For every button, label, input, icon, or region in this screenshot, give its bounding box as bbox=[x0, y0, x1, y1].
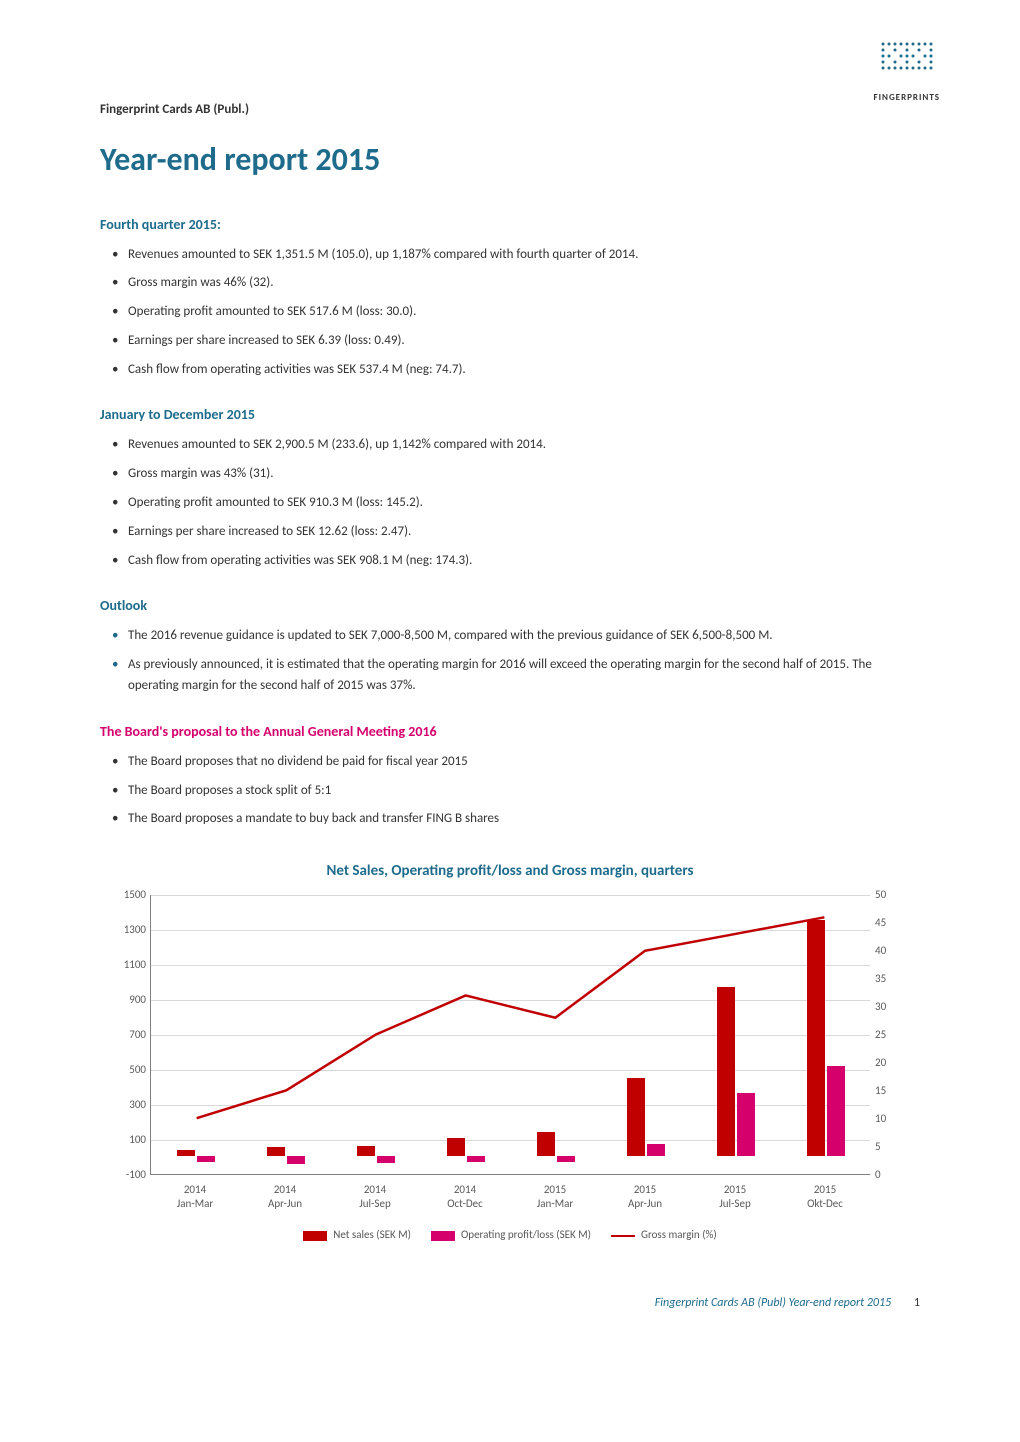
page-number: 1 bbox=[914, 1296, 920, 1310]
q4-heading: Fourth quarter 2015: bbox=[100, 214, 920, 235]
list-item: Cash flow from operating activities was … bbox=[100, 551, 920, 572]
net-sales-bar bbox=[537, 1132, 555, 1157]
chart-container: Net Sales, Operating profit/loss and Gro… bbox=[100, 860, 920, 1244]
footer-text: Fingerprint Cards AB (Publ) Year-end rep… bbox=[655, 1296, 891, 1310]
list-item: The Board proposes a stock split of 5:1 bbox=[100, 781, 920, 802]
chart-area: -100100300500700900110013001500051015202… bbox=[150, 895, 870, 1175]
y-axis-right-tick: 5 bbox=[875, 1139, 900, 1156]
company-logo: FINGERPRINTS bbox=[873, 40, 940, 104]
net-sales-bar bbox=[357, 1146, 375, 1157]
page-title: Year-end report 2015 bbox=[100, 136, 920, 184]
y-axis-right-tick: 10 bbox=[875, 1111, 900, 1128]
legend-item-net-sales: Net sales (SEK M) bbox=[303, 1227, 411, 1244]
page-footer: Fingerprint Cards AB (Publ) Year-end rep… bbox=[100, 1294, 920, 1312]
x-axis-tick: 2014Apr-Jun bbox=[240, 1183, 330, 1212]
legend-swatch bbox=[431, 1231, 455, 1241]
chart-legend: Net sales (SEK M) Operating profit/loss … bbox=[100, 1227, 920, 1244]
legend-line bbox=[611, 1235, 635, 1237]
y-axis-left-tick: 300 bbox=[111, 1097, 146, 1114]
y-axis-right-tick: 50 bbox=[875, 887, 900, 904]
company-name: Fingerprint Cards AB (Publ.) bbox=[100, 100, 920, 120]
y-axis-right-tick: 35 bbox=[875, 971, 900, 988]
list-item: As previously announced, it is estimated… bbox=[100, 655, 920, 697]
y-axis-left-tick: 900 bbox=[111, 992, 146, 1009]
operating-profit-bar bbox=[377, 1156, 395, 1163]
net-sales-bar bbox=[267, 1147, 285, 1157]
outlook-heading: Outlook bbox=[100, 595, 920, 616]
fy-list: Revenues amounted to SEK 2,900.5 M (233.… bbox=[100, 435, 920, 571]
x-axis-tick: 2014Oct-Dec bbox=[420, 1183, 510, 1212]
q4-list: Revenues amounted to SEK 1,351.5 M (105.… bbox=[100, 245, 920, 381]
net-sales-bar bbox=[447, 1138, 465, 1156]
y-axis-left-tick: 1500 bbox=[111, 887, 146, 904]
list-item: The Board proposes that no dividend be p… bbox=[100, 752, 920, 773]
proposal-list: The Board proposes that no dividend be p… bbox=[100, 752, 920, 830]
chart-title: Net Sales, Operating profit/loss and Gro… bbox=[100, 860, 920, 883]
x-axis-tick: 2014Jul-Sep bbox=[330, 1183, 420, 1212]
list-item: The Board proposes a mandate to buy back… bbox=[100, 809, 920, 830]
y-axis-right-tick: 40 bbox=[875, 943, 900, 960]
operating-profit-bar bbox=[827, 1066, 845, 1157]
net-sales-bar bbox=[177, 1150, 195, 1156]
x-axis-tick: 2014Jan-Mar bbox=[150, 1183, 240, 1212]
y-axis-right-tick: 0 bbox=[875, 1167, 900, 1184]
y-axis-left-tick: 500 bbox=[111, 1062, 146, 1079]
outlook-list: The 2016 revenue guidance is updated to … bbox=[100, 626, 920, 696]
net-sales-bar bbox=[717, 987, 735, 1156]
y-axis-right-tick: 45 bbox=[875, 915, 900, 932]
list-item: Gross margin was 43% (31). bbox=[100, 464, 920, 485]
list-item: Operating profit amounted to SEK 910.3 M… bbox=[100, 493, 920, 514]
legend-swatch bbox=[303, 1231, 327, 1241]
y-axis-right-tick: 25 bbox=[875, 1027, 900, 1044]
x-axis-tick: 2015Apr-Jun bbox=[600, 1183, 690, 1212]
y-axis-right-tick: 15 bbox=[875, 1083, 900, 1100]
operating-profit-bar bbox=[197, 1156, 215, 1162]
operating-profit-bar bbox=[647, 1144, 665, 1156]
list-item: Earnings per share increased to SEK 6.39… bbox=[100, 331, 920, 352]
proposal-heading: The Board's proposal to the Annual Gener… bbox=[100, 721, 920, 742]
list-item: Earnings per share increased to SEK 12.6… bbox=[100, 522, 920, 543]
x-axis-tick: 2015Okt-Dec bbox=[780, 1183, 870, 1212]
y-axis-right-tick: 30 bbox=[875, 999, 900, 1016]
x-axis-tick: 2015Jan-Mar bbox=[510, 1183, 600, 1212]
list-item: The 2016 revenue guidance is updated to … bbox=[100, 626, 920, 647]
y-axis-right-tick: 20 bbox=[875, 1055, 900, 1072]
list-item: Cash flow from operating activities was … bbox=[100, 360, 920, 381]
operating-profit-bar bbox=[287, 1156, 305, 1164]
list-item: Revenues amounted to SEK 2,900.5 M (233.… bbox=[100, 435, 920, 456]
logo-text: FINGERPRINTS bbox=[873, 91, 940, 105]
y-axis-left-tick: 1300 bbox=[111, 922, 146, 939]
list-item: Revenues amounted to SEK 1,351.5 M (105.… bbox=[100, 245, 920, 266]
net-sales-bar bbox=[807, 920, 825, 1157]
legend-item-gross-margin: Gross margin (%) bbox=[611, 1227, 717, 1244]
list-item: Gross margin was 46% (32). bbox=[100, 273, 920, 294]
y-axis-left-tick: -100 bbox=[111, 1167, 146, 1184]
legend-item-operating-profit: Operating profit/loss (SEK M) bbox=[431, 1227, 591, 1244]
chart-x-labels: 2014Jan-Mar2014Apr-Jun2014Jul-Sep2014Oct… bbox=[150, 1183, 870, 1212]
fy-heading: January to December 2015 bbox=[100, 404, 920, 425]
list-item: Operating profit amounted to SEK 517.6 M… bbox=[100, 302, 920, 323]
y-axis-left-tick: 700 bbox=[111, 1027, 146, 1044]
operating-profit-bar bbox=[737, 1093, 755, 1156]
x-axis-tick: 2015Jul-Sep bbox=[690, 1183, 780, 1212]
operating-profit-bar bbox=[557, 1156, 575, 1162]
net-sales-bar bbox=[627, 1078, 645, 1156]
y-axis-left-tick: 1100 bbox=[111, 957, 146, 974]
y-axis-left-tick: 100 bbox=[111, 1132, 146, 1149]
operating-profit-bar bbox=[467, 1156, 485, 1161]
logo-dots-icon bbox=[879, 40, 935, 80]
